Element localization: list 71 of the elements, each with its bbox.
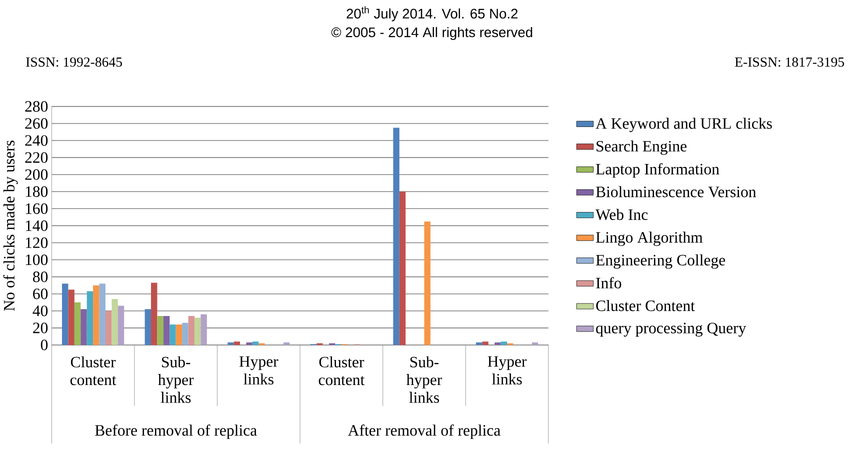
bar: [200, 314, 207, 345]
legend-label: Web Inc: [596, 208, 648, 220]
bar: [99, 283, 106, 345]
bar: [234, 341, 240, 345]
text: © 2005 - 2014 All rights reserved: [331, 26, 532, 40]
legend-label: Search Engine: [596, 140, 687, 155]
bar: [482, 341, 488, 345]
bar: [170, 324, 176, 345]
bar: [252, 341, 259, 345]
bar: [74, 302, 81, 345]
bar: [283, 342, 290, 345]
y-tick-label: 120: [26, 237, 48, 248]
y-tick-label: 220: [25, 152, 48, 163]
x-tick-label: Cluster content: [70, 356, 116, 385]
bar: [476, 342, 482, 345]
bar: [188, 316, 194, 345]
bar: [228, 342, 234, 345]
y-tick-label: 60: [33, 288, 48, 299]
bar: [163, 316, 170, 345]
bar: [62, 283, 68, 345]
x-tick-label: Hyper links: [239, 356, 278, 384]
y-axis-title: No of clicks made by users: [3, 140, 18, 311]
bar: [182, 322, 188, 345]
legend-label: query processing Query: [596, 322, 746, 336]
bar: [68, 289, 74, 345]
legend-label: Engineering College: [596, 254, 726, 269]
bar: [112, 298, 118, 345]
y-tick-label: 0: [40, 339, 48, 350]
y-tick-label: 40: [32, 305, 48, 316]
x-tick-label: Cluster content: [318, 356, 365, 385]
legend-label: Laptop Information: [596, 163, 720, 178]
bar: [118, 306, 124, 345]
y-tick-label: 200: [25, 169, 48, 180]
legend-label: Info: [596, 276, 622, 288]
bar: [532, 342, 538, 345]
bar: [500, 341, 508, 345]
x-tick-label: Sub-hyper links: [406, 356, 442, 403]
x-tick-label: Sub-hyper links: [158, 356, 194, 403]
y-tick-label: 280: [25, 100, 48, 112]
y-tick-label: 80: [33, 271, 48, 282]
bar: [424, 221, 430, 345]
y-tick-label: 160: [26, 203, 48, 214]
text: After removal of replica: [348, 424, 500, 439]
bar: [80, 309, 87, 345]
x-tick-label: Hyper links: [488, 356, 527, 384]
bar: [144, 309, 152, 345]
legend-label: Bioluminescence Version: [596, 186, 756, 198]
y-tick-label: 140: [26, 220, 48, 231]
bar: [393, 128, 400, 345]
text: 20$^{th}$ July 2014. Vol. 65 No.2: [346, 6, 518, 22]
text: Before removal of replica: [95, 424, 257, 439]
y-tick-label: 100: [26, 254, 48, 265]
bar: [93, 285, 100, 345]
legend-label: A Keyword and URL clicks: [596, 118, 772, 132]
legend-label: Cluster Content: [596, 300, 695, 311]
bar: [105, 310, 112, 345]
bar: [494, 342, 501, 345]
bar: [176, 324, 182, 345]
text: ISSN: 1992-8645: [26, 57, 122, 67]
y-tick-label: 260: [25, 118, 48, 129]
bar: [157, 316, 164, 345]
bar: [246, 342, 252, 345]
bar: [151, 282, 158, 345]
y-tick-label: 20: [33, 322, 48, 334]
bar: [194, 318, 201, 345]
bar: [86, 291, 94, 345]
text: E-ISSN: 1817-3195: [734, 57, 844, 67]
legend-label: Lingo Algorithm: [596, 231, 703, 246]
y-tick-label: 240: [25, 135, 48, 146]
bar: [399, 191, 406, 345]
y-tick-label: 180: [26, 186, 48, 197]
